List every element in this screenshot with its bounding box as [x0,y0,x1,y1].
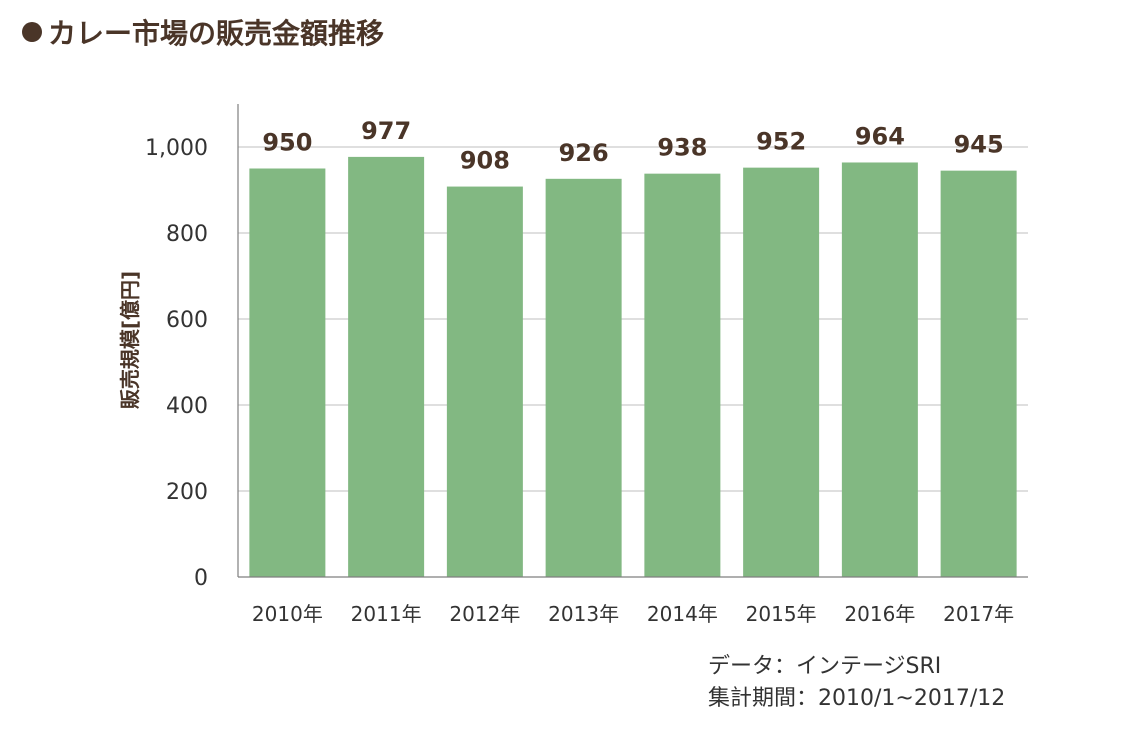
data-label: 938 [657,134,707,162]
source-note: データ：インテージSRI 集計期間：2010/1~2017/12 [708,651,1005,715]
y-tick-labels: 0 200 400 600 800 1,000 [145,136,208,591]
source-line-period: 集計期間：2010/1~2017/12 [708,686,1006,711]
x-tick-label: 2012年 [449,602,520,626]
data-labels: 950 977 908 926 938 952 964 945 [262,117,1003,175]
y-axis-title: 販売規模[億円] [118,271,142,409]
data-label: 952 [756,128,806,156]
bar [644,173,721,577]
data-label: 908 [460,147,510,175]
y-tick-label: 600 [166,308,208,333]
axes [237,104,1028,578]
chart-title: カレー市場の販売金額推移 [22,12,384,52]
bars [249,156,1017,578]
data-label: 977 [361,117,411,145]
x-tick-label: 2014年 [647,602,718,626]
y-tick-label: 200 [166,480,208,505]
bar [743,167,820,577]
data-label: 926 [559,139,609,167]
x-tick-label: 2011年 [351,602,422,626]
bar [841,162,918,578]
x-tick-label: 2016年 [844,602,915,626]
bar [446,186,523,577]
y-tick-label: 800 [166,222,208,247]
title-bullet-icon [22,22,42,42]
data-label: 950 [262,129,312,157]
data-label: 964 [855,122,905,150]
x-tick-label: 2017年 [943,602,1014,626]
bar [249,168,326,577]
source-line-data: データ：インテージSRI [708,654,942,679]
x-tick-label: 2013年 [548,602,619,626]
data-label: 945 [954,131,1004,159]
x-tick-labels: 2010年 2011年 2012年 2013年 2014年 2015年 2016年 2017年 [252,602,1014,626]
chart-title-text: カレー市場の販売金額推移 [48,17,385,50]
y-tick-label: 0 [194,566,208,591]
x-tick-label: 2010年 [252,602,323,626]
y-tick-label: 1,000 [145,136,208,161]
bar [348,156,425,577]
bar [545,178,622,577]
bar [940,170,1017,577]
x-tick-label: 2015年 [746,602,817,626]
y-tick-label: 400 [166,394,208,419]
